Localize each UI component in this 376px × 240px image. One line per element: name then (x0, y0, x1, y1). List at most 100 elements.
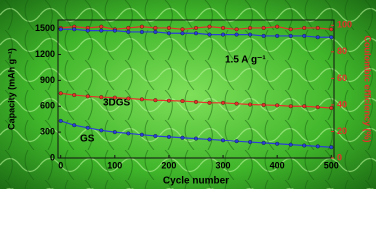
data-point (302, 143, 307, 148)
data-point (139, 132, 144, 137)
data-point (207, 24, 212, 29)
x-tick-label: 100 (107, 160, 122, 170)
data-point (153, 98, 158, 103)
data-point (194, 136, 198, 141)
data-point (112, 95, 117, 100)
data-point (248, 140, 253, 144)
y-axis-label: Capacity (mAh g⁻¹) (6, 48, 16, 130)
data-point (180, 99, 185, 104)
y2-tick-label: 40 (337, 99, 347, 109)
y-tick-label: 1200 (35, 49, 55, 59)
y-tick-label: 0 (50, 152, 55, 162)
y2-tick-label: 100 (337, 20, 352, 30)
data-point (166, 134, 171, 139)
data-point (207, 32, 212, 37)
y2-axis-label: Coulombic efficiency (%) (363, 35, 373, 142)
x-tick-label: 200 (161, 160, 176, 170)
data-point (221, 138, 226, 143)
data-point (126, 26, 131, 30)
data-point (139, 24, 144, 29)
data-point (153, 134, 158, 138)
data-point (72, 93, 77, 97)
data-point (58, 118, 63, 123)
data-point (99, 95, 104, 100)
data-point (275, 24, 280, 29)
data-point (85, 28, 90, 33)
data-point (315, 144, 320, 149)
data-point (315, 105, 320, 110)
page: {"chart_data":{"type":"line", "x_label":… (0, 0, 376, 189)
data-point (180, 31, 185, 36)
data-point (207, 137, 212, 142)
data-point (139, 97, 144, 102)
y2-tick-label: 20 (337, 126, 347, 136)
y-tick-label: 600 (40, 101, 55, 111)
data-point (315, 26, 320, 30)
data-point (72, 123, 77, 128)
data-point (315, 35, 320, 40)
data-point (302, 26, 307, 30)
data-point (234, 27, 239, 32)
data-point (329, 27, 334, 32)
data-point (126, 96, 131, 101)
data-point (72, 27, 77, 32)
y-tick-label: 900 (40, 75, 55, 85)
data-point (194, 99, 198, 104)
annotation: 1.5 A g⁻¹ (225, 55, 266, 66)
data-point (329, 145, 334, 150)
y2-tick-label: 80 (337, 46, 347, 56)
data-point (180, 135, 185, 140)
data-point (261, 140, 266, 145)
data-point (58, 91, 63, 96)
data-point (329, 106, 334, 110)
data-point (139, 29, 144, 34)
data-point (194, 26, 198, 30)
data-point (248, 26, 253, 30)
data-point (166, 31, 171, 36)
series-label: GS (80, 134, 95, 145)
data-point (288, 27, 293, 32)
data-point (288, 104, 293, 109)
x-tick-label: 400 (270, 160, 285, 170)
series-label: 3DGS (103, 98, 131, 109)
data-point (58, 27, 63, 32)
data-point (261, 26, 266, 30)
data-point (261, 103, 266, 107)
data-point (153, 29, 158, 34)
data-point (166, 98, 171, 103)
y2-tick-label: 60 (337, 73, 347, 83)
x-tick-label: 500 (324, 160, 339, 170)
plot-frame (57, 19, 335, 159)
data-point (329, 35, 334, 40)
data-point (112, 130, 117, 135)
x-tick-label: 300 (216, 160, 231, 170)
data-point (166, 26, 171, 30)
data-point (248, 102, 253, 107)
data-point (221, 26, 226, 30)
data-point (288, 33, 293, 38)
data-point (234, 32, 239, 37)
data-point (99, 28, 104, 33)
data-point (221, 100, 226, 105)
data-point (180, 27, 185, 32)
data-point (221, 32, 226, 37)
data-point (288, 142, 293, 147)
data-point (126, 29, 131, 34)
data-point (112, 28, 117, 33)
data-point (302, 33, 307, 38)
data-point (153, 26, 158, 30)
data-point (99, 24, 104, 29)
y-tick-label: 1500 (35, 23, 55, 33)
data-point (85, 125, 90, 130)
data-point (194, 31, 198, 36)
x-tick-label: 0 (58, 160, 63, 170)
data-point (275, 141, 280, 146)
data-point (126, 131, 131, 136)
data-point (261, 33, 266, 38)
data-point (85, 94, 90, 99)
data-point (248, 32, 253, 37)
y2-tick-label: 0 (337, 152, 342, 162)
data-point (275, 103, 280, 108)
data-point (234, 101, 239, 106)
data-point (99, 128, 104, 133)
